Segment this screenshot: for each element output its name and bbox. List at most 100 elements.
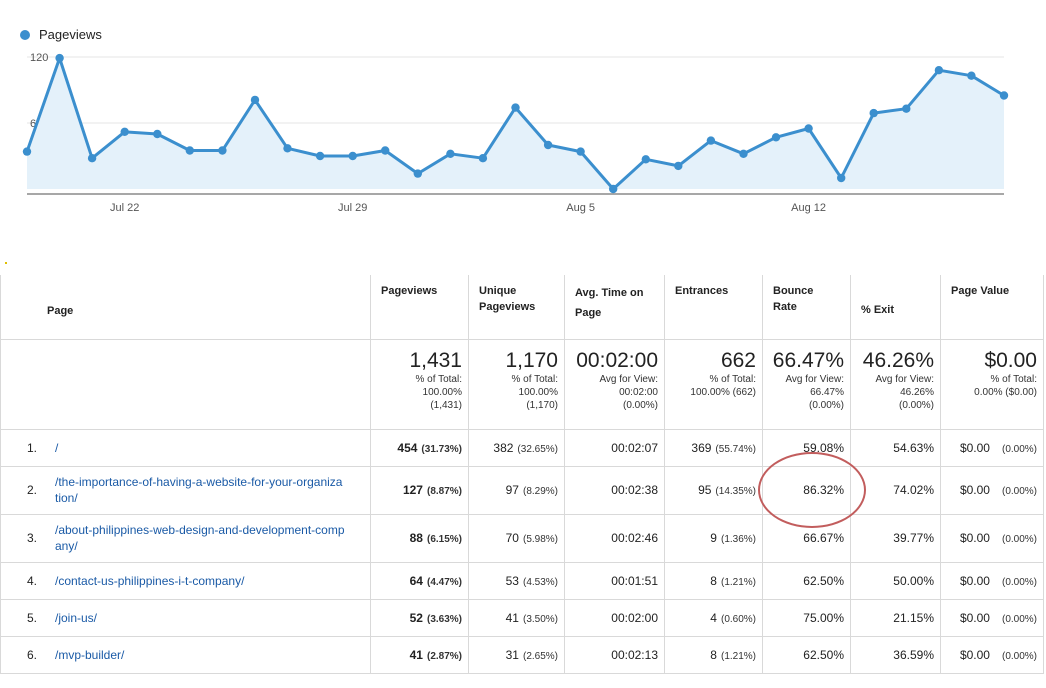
avg-time-cell: 00:02:00	[564, 599, 665, 637]
entrances-value: 369	[691, 440, 712, 455]
totals-upv-value: 1,170	[505, 348, 558, 372]
pageviews-cell: 64 (4.47%)	[370, 562, 469, 600]
data-point	[837, 173, 846, 183]
bounce-rate-cell: 59.08%	[762, 429, 851, 467]
entrances-pct: (0.60%)	[720, 613, 756, 625]
header-entrances[interactable]: Entrances	[664, 275, 763, 340]
data-point	[22, 147, 32, 156]
pageviews-value: 64	[409, 573, 423, 588]
page-value-pct: (0.00%)	[1001, 486, 1037, 497]
exit-cell: 21.15%	[850, 599, 941, 637]
totals-entrances: 662 % of Total: 100.00% (662)	[664, 339, 763, 430]
page-link[interactable]: /mvp-builder/	[55, 647, 125, 662]
exit-value: 50.00%	[893, 573, 934, 588]
totals-ent-value: 662	[720, 348, 756, 372]
bounce-rate-value: 75.00%	[803, 610, 844, 625]
exit-cell: 39.77%	[850, 514, 941, 563]
upv-pct: (5.98%)	[522, 534, 558, 545]
bounce-rate-value: 62.50%	[803, 647, 844, 662]
data-point	[641, 155, 650, 164]
pageviews-chart: Pageviews 120 60 Jul 22 Jul 29 Aug 5 Aug 12	[0, 0, 1046, 240]
table-row: 2. /the-importance-of-having-a-website-fo…	[0, 466, 1044, 515]
entrances-pct: (1.21%)	[720, 650, 756, 662]
page-value: $0.00	[959, 610, 990, 625]
row-number: 5.	[26, 610, 37, 625]
page-link[interactable]: /join-us/	[55, 610, 98, 625]
data-point	[576, 147, 585, 156]
page-link[interactable]: /about-philippines-web-design-and-develo…	[55, 523, 345, 553]
upv-value: 70	[505, 531, 519, 545]
unique-pageviews-cell: 41 (3.50%)	[468, 599, 565, 637]
upv-pct: (32.65%)	[517, 443, 558, 455]
header-page[interactable]: Page	[0, 275, 371, 340]
chart-legend[interactable]: Pageviews	[20, 27, 102, 42]
totals-exit-value: 46.26%	[862, 348, 934, 372]
avg-time-cell: 00:02:07	[564, 429, 665, 467]
data-point	[739, 149, 748, 158]
pageviews-value: 127	[402, 483, 423, 497]
entrances-cell: 9 (1.36%)	[664, 514, 763, 563]
page-value-cell: $0.00 (0.00%)	[940, 429, 1044, 467]
header-pageviews[interactable]: Pageviews	[370, 275, 469, 340]
pageviews-value: 52	[409, 610, 423, 625]
avg-time-value: 00:02:00	[611, 610, 658, 625]
totals-pageviews-l2: 100.00%	[422, 386, 462, 398]
exit-cell: 74.02%	[850, 466, 941, 515]
table-row: 3. /about-philippines-web-design-and-deve…	[0, 514, 1044, 563]
y-tick-label: 120	[30, 52, 48, 64]
data-point	[120, 127, 129, 136]
bounce-rate-cell: 75.00%	[762, 599, 851, 637]
unique-pageviews-cell: 53 (4.53%)	[468, 562, 565, 600]
totals-ent-l2: 100.00% (662)	[690, 386, 756, 398]
header-unique-pageviews[interactable]: Unique Pageviews	[468, 275, 565, 340]
page-cell: 5. /join-us/	[0, 599, 371, 637]
page-value-cell: $0.00 (0.00%)	[940, 562, 1044, 600]
entrances-value: 8	[710, 573, 717, 588]
page-cell: 2. /the-importance-of-having-a-website-fo…	[0, 466, 371, 515]
row-number: 1.	[26, 440, 37, 455]
page-link[interactable]: /	[55, 440, 59, 455]
exit-cell: 36.59%	[850, 636, 941, 674]
x-tick-label: Jul 29	[338, 202, 367, 214]
data-point	[315, 151, 325, 161]
upv-value: 31	[505, 647, 519, 662]
header-page-value[interactable]: Page Value	[940, 275, 1044, 340]
page-value-pct: (0.00%)	[1001, 613, 1037, 625]
header-avg-time[interactable]: Avg. Time on Page	[564, 275, 665, 340]
legend-label: Pageviews	[39, 27, 102, 42]
area-fill	[27, 58, 1004, 189]
x-tick-label: Aug 12	[791, 202, 826, 214]
totals-avg-time: 00:02:00 Avg for View: 00:02:00 (0.00%)	[564, 339, 665, 430]
totals-pageviews-l3: (1,431)	[430, 399, 462, 411]
data-point	[771, 133, 781, 142]
page-link[interactable]: /contact-us-philippines-i-t-company/	[55, 573, 245, 588]
exit-value: 36.59%	[893, 647, 934, 662]
unique-pageviews-cell: 31 (2.65%)	[468, 636, 565, 674]
upv-value: 382	[493, 440, 514, 455]
totals-exit-l1: Avg for View:	[875, 373, 934, 385]
upv-value: 97	[505, 483, 519, 497]
exit-value: 21.15%	[893, 610, 934, 625]
page-value: $0.00	[959, 483, 990, 497]
totals-upv-l2: 100.00%	[518, 386, 558, 398]
exit-cell: 54.63%	[850, 429, 941, 467]
header-exit[interactable]: % Exit	[850, 275, 941, 340]
totals-val-l2: 0.00% ($0.00)	[974, 386, 1037, 398]
pageviews-cell: 454 (31.73%)	[370, 429, 469, 467]
data-point	[999, 91, 1009, 100]
avg-time-value: 00:02:13	[611, 647, 658, 662]
avg-time-cell: 00:01:51	[564, 562, 665, 600]
page-value-cell: $0.00 (0.00%)	[940, 599, 1044, 637]
exit-value: 39.77%	[893, 531, 934, 545]
page-value: $0.00	[959, 531, 990, 545]
totals-exit: 46.26% Avg for View: 46.26% (0.00%)	[850, 339, 941, 430]
bounce-rate-value: 66.67%	[803, 531, 844, 545]
upv-pct: (8.29%)	[522, 486, 558, 497]
data-point	[348, 151, 357, 161]
pageviews-value: 41	[409, 647, 423, 662]
avg-time-value: 00:02:46	[611, 531, 658, 545]
entrances-cell: 95 (14.35%)	[664, 466, 763, 515]
header-bounce-rate[interactable]: Bounce Rate	[762, 275, 851, 340]
entrances-cell: 8 (1.21%)	[664, 562, 763, 600]
page-link[interactable]: /the-importance-of-having-a-website-for-…	[55, 475, 343, 505]
